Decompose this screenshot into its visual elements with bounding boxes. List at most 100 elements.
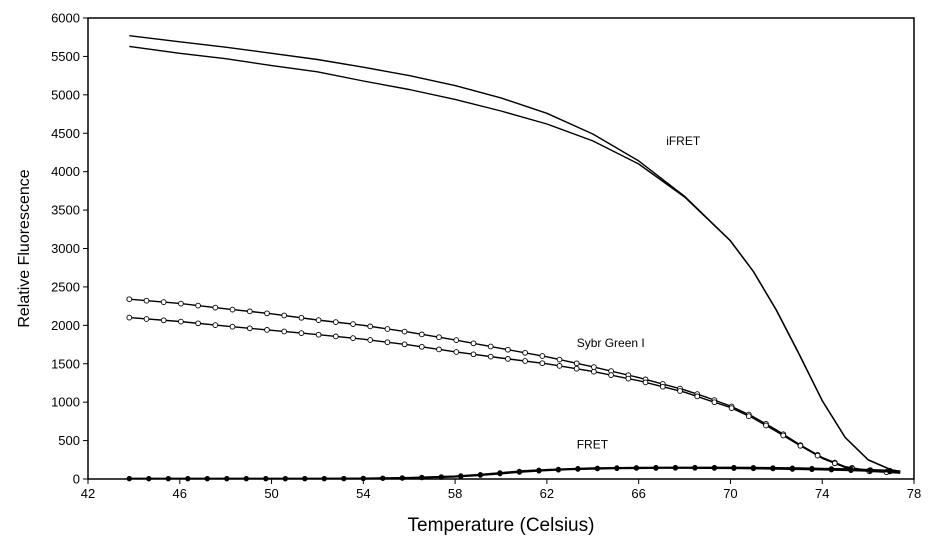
fret-point [731, 465, 737, 471]
sybr-green-i-point [160, 299, 167, 305]
fret-point [789, 466, 796, 472]
x-tick-label: 62 [540, 486, 554, 501]
sybr-green-i-point [625, 375, 632, 382]
sybr-green-i-point [126, 296, 133, 303]
fret-point [224, 476, 230, 482]
fret-point [282, 476, 288, 482]
sybr-green-i-point [470, 351, 477, 358]
y-tick-label: 4500 [51, 126, 80, 141]
sybr-green-i-point [711, 399, 718, 406]
fret-point [575, 466, 581, 472]
fret-point [867, 468, 874, 474]
fret-point [243, 476, 249, 482]
sybr-green-i-point [418, 331, 425, 338]
sybr-green-i-point [539, 353, 546, 359]
sybr-green-i-point [401, 328, 408, 335]
fret-point [692, 465, 698, 471]
sybr-green-i-point [160, 317, 167, 324]
fret-point [341, 476, 347, 482]
sybr-green-i-point [780, 432, 787, 439]
sybr-green-i-point [367, 323, 374, 330]
sybr-green-i-point [573, 360, 580, 367]
fret-point [614, 465, 620, 471]
fret-point [536, 468, 542, 474]
x-tick-label: 78 [907, 486, 921, 501]
sybr-green-i-point [264, 310, 270, 317]
sybr-green-i-point [384, 326, 391, 332]
sybr-green-i-point [539, 360, 546, 367]
x-tick-label: 50 [264, 486, 278, 501]
sybr-green-i-point [487, 353, 494, 360]
sybr-green-i-point [298, 330, 305, 336]
sybr-green-i-point [315, 331, 322, 338]
fret-point [497, 471, 503, 477]
y-tick-label: 2500 [51, 279, 80, 294]
sybr-green-i-point [281, 328, 288, 335]
sybr-green-i-point [143, 316, 150, 322]
sybr-green-i-point [556, 363, 563, 369]
fret-point [770, 466, 776, 472]
fret-point [438, 474, 444, 480]
y-tick-label: 2000 [51, 318, 80, 333]
sybr-green-i-point [659, 383, 666, 390]
sybr-green-i-point [591, 364, 597, 370]
sybr-green-i-point [195, 302, 201, 309]
fret-point [380, 475, 386, 481]
fret-point [458, 473, 464, 479]
ifret-line [129, 45, 901, 472]
sybr-green-i-point [608, 372, 614, 378]
sybr-green-i-point [212, 304, 219, 311]
annotation-label: FRET [577, 437, 609, 451]
sybr-green-i-point [694, 393, 701, 400]
sybr-green-i-point [745, 413, 752, 420]
sybr-green-i-point [505, 356, 511, 362]
y-tick-label: 5000 [51, 87, 80, 102]
sybr-green-i-point [315, 317, 322, 323]
y-axis-ticks: 0 500 1000 1500 2000 2500 3000 3500 4000 4500 5000… [51, 11, 88, 487]
series-annotations: iFRET Sybr Green I FRET [577, 134, 701, 451]
y-tick-label: 4000 [51, 164, 80, 179]
sybr-green-i-point [195, 320, 201, 327]
sybr-green-i-point [436, 334, 442, 341]
sybr-green-i-point [522, 358, 528, 364]
sybr-green-i-point [332, 319, 339, 325]
fret-point [360, 475, 366, 482]
y-tick-label: 1000 [51, 395, 80, 410]
fret-point [146, 476, 152, 482]
fret-point [419, 475, 425, 481]
fret-point [653, 465, 659, 471]
sybr-green-i-point [229, 306, 236, 313]
sybr-green-i-point [143, 297, 150, 304]
fret-point [477, 472, 483, 478]
sybr-green-i-point [212, 322, 219, 328]
sybr-green-i-point [178, 318, 184, 325]
fret-point [302, 476, 308, 482]
fret-point [633, 465, 640, 471]
fret-point [516, 469, 523, 475]
y-tick-label: 500 [58, 433, 80, 448]
x-tick-label: 46 [173, 486, 187, 501]
sybr-green-i-point [281, 312, 288, 319]
fret-point [321, 476, 327, 482]
y-tick-label: 3500 [51, 203, 80, 218]
fret-point [594, 466, 601, 472]
sybr-green-i-point [298, 314, 305, 321]
sybr-green-i-point [264, 327, 270, 333]
fret-point [126, 476, 132, 482]
fret-point [809, 466, 815, 472]
sybr-green-i-point [487, 343, 494, 350]
y-tick-label: 6000 [51, 11, 80, 26]
fret-point [711, 465, 718, 471]
sybr-green-i-point [436, 346, 442, 353]
sybr-green-i-point [814, 452, 821, 459]
sybr-green-i-point [505, 346, 511, 353]
fret-point [185, 476, 191, 482]
fret-point [165, 476, 171, 482]
fret-point [399, 475, 405, 481]
sybr-green-i-point [763, 422, 769, 429]
sybr-green-i-point [350, 335, 356, 341]
y-tick-label: 5500 [51, 49, 80, 64]
x-axis-title: Temperature (Celsius) [408, 515, 595, 536]
annotation-label: iFRET [666, 134, 701, 148]
